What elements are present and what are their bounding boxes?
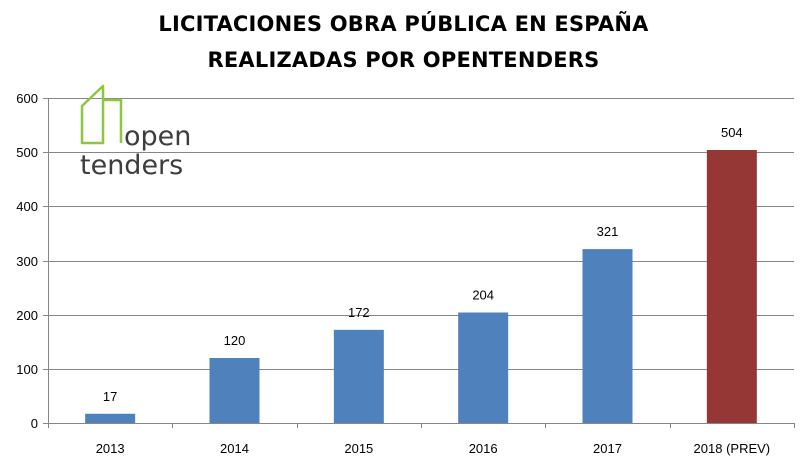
bar-2016 xyxy=(458,312,509,423)
bar-2015 xyxy=(333,329,384,423)
data-label: 504 xyxy=(721,125,743,140)
axes xyxy=(43,98,795,428)
bar-2013 xyxy=(85,413,136,423)
data-label: 204 xyxy=(472,288,494,303)
logo-building-side xyxy=(103,98,123,143)
logo-building-icon xyxy=(80,84,105,145)
y-tick-label: 200 xyxy=(16,308,38,323)
chart-title-line-2: REALIZADAS POR OPENTENDERS xyxy=(207,48,600,72)
labels: 0 100 200 300 400 500 600 17 2013 120 2014 172 2015 2… xyxy=(16,91,770,456)
bar-2014 xyxy=(209,358,260,423)
logo-text-tenders: tenders xyxy=(80,150,183,181)
y-tick-label: 300 xyxy=(16,254,38,269)
y-tick-label: 500 xyxy=(16,145,38,160)
data-label: 120 xyxy=(224,333,246,348)
y-tick-label: 600 xyxy=(16,91,38,106)
logo-text-open: open xyxy=(124,121,191,152)
data-label: 172 xyxy=(348,305,370,320)
x-tick-label: 2016 xyxy=(469,441,498,456)
x-tick-label: 2013 xyxy=(96,441,125,456)
bar-2017 xyxy=(582,249,633,423)
y-tick-label: 0 xyxy=(31,416,38,431)
data-label: 17 xyxy=(103,389,117,404)
y-tick-label: 400 xyxy=(16,199,38,214)
y-tick-label: 100 xyxy=(16,362,38,377)
opentenders-logo: open tenders xyxy=(80,84,191,181)
x-tick-label: 2017 xyxy=(593,441,622,456)
data-label: 321 xyxy=(597,224,619,239)
chart-title-line-1: LICITACIONES OBRA PÚBLICA EN ESPAÑA xyxy=(158,12,649,36)
gridlines xyxy=(48,98,794,370)
x-tick-label: 2018 (PREV) xyxy=(694,441,771,456)
x-tick-label: 2014 xyxy=(220,441,249,456)
bar-2018 (PREV) xyxy=(706,150,757,423)
bars xyxy=(85,150,757,423)
x-tick-label: 2015 xyxy=(344,441,373,456)
